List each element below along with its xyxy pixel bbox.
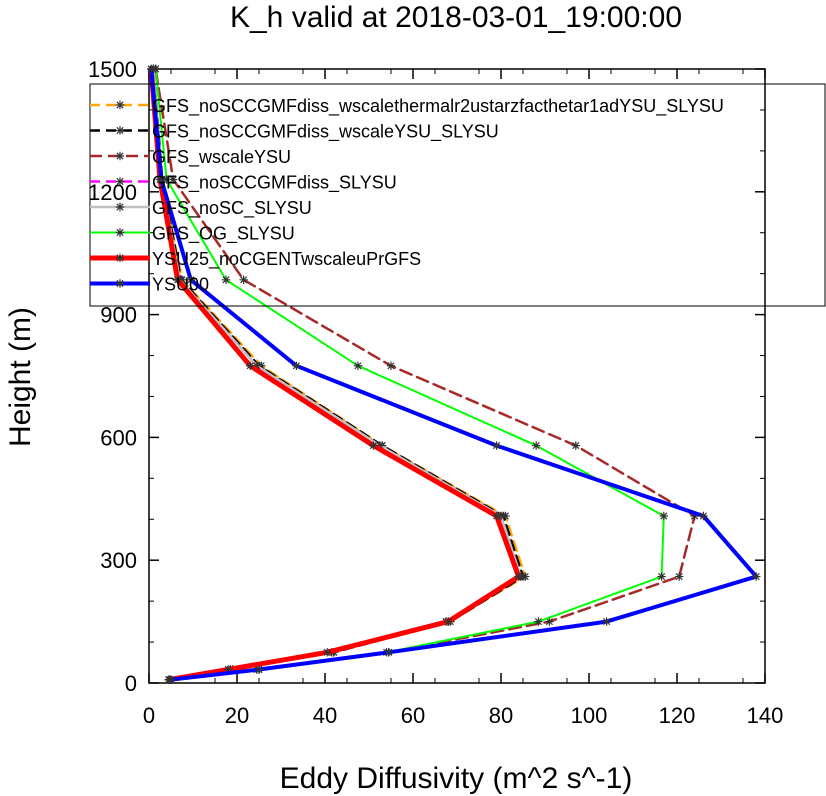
data-point — [169, 175, 178, 184]
data-point — [166, 675, 176, 684]
data-point — [532, 441, 541, 450]
data-point — [173, 275, 182, 285]
legend-label: YSU25_noCGENTwscaleuPrGFS — [152, 249, 421, 270]
data-point — [375, 441, 385, 450]
data-point — [147, 64, 156, 74]
legend-label: GFS_noSC_SLYSU — [152, 198, 312, 219]
data-point — [252, 361, 261, 370]
data-point — [384, 648, 393, 657]
y-tick-label: 300 — [100, 548, 137, 573]
chart-title: K_h valid at 2018-03-01_19:00:00 — [230, 1, 682, 34]
x-tick-label: 140 — [747, 703, 784, 728]
legend-marker — [115, 279, 125, 288]
legend-label: GFS_noSCCGMFdiss_wscalethermalr2ustarzfa… — [152, 96, 724, 117]
data-point — [254, 665, 264, 674]
data-point — [492, 511, 501, 521]
legend-marker — [115, 228, 125, 237]
data-point — [444, 617, 453, 626]
data-point — [492, 441, 501, 450]
legend-box — [89, 83, 826, 307]
data-point — [323, 648, 332, 657]
data-point — [659, 511, 668, 521]
data-point — [602, 617, 611, 626]
legend-label: YSU00 — [152, 275, 209, 295]
x-axis-label: Eddy Diffusivity (m^2 s^-1) — [280, 762, 633, 795]
x-tick-label: 80 — [489, 703, 513, 728]
data-point — [162, 175, 171, 184]
legend-marker — [115, 177, 125, 186]
y-tick-label: 600 — [100, 425, 137, 450]
legend-marker — [115, 126, 125, 135]
x-tick-label: 100 — [571, 703, 608, 728]
series-layer — [147, 64, 761, 684]
legend-label: GFS_wscaleYSU — [152, 147, 291, 168]
y-tick-label: 1500 — [88, 57, 137, 82]
data-point — [675, 572, 684, 581]
tick-labels: 0 20 40 60 80 100 120 140 0 300 600 900 1200 1500 — [88, 57, 783, 728]
x-tick-label: 40 — [313, 703, 337, 728]
x-tick-label: 20 — [225, 703, 249, 728]
plot-frame — [148, 68, 766, 684]
data-point — [292, 361, 301, 370]
data-point — [369, 441, 378, 450]
series-7 — [147, 64, 761, 684]
legend-label: GFS_noSCCGMFdiss_wscaleYSU_SLYSU — [152, 122, 499, 143]
data-point — [514, 572, 523, 581]
data-point — [545, 617, 554, 626]
legend-marker — [115, 253, 125, 263]
y-axis-label: Height (m) — [4, 307, 37, 447]
data-point — [690, 511, 699, 521]
axes-frame — [148, 68, 766, 684]
legend-label: GFS_noSCCGMFdiss_SLYSU — [152, 173, 397, 194]
data-point — [157, 175, 166, 184]
y-tick-label: 0 — [125, 671, 137, 696]
data-point — [571, 441, 580, 450]
y-tick-label: 900 — [100, 303, 137, 328]
data-point — [239, 275, 248, 285]
data-point — [496, 511, 506, 521]
y-tick-label: 1200 — [88, 180, 137, 205]
data-point — [186, 275, 195, 285]
legend: GFS_noSCCGMFdiss_wscalethermalr2ustarzfa… — [89, 83, 826, 307]
data-point — [151, 64, 160, 74]
data-point — [246, 361, 255, 370]
legend-marker — [115, 151, 125, 161]
data-point — [386, 361, 396, 370]
data-point — [699, 511, 708, 521]
legend-label: GFS_OG_SLYSU — [152, 224, 295, 245]
legend-marker — [115, 100, 125, 110]
data-point — [224, 665, 233, 674]
data-point — [657, 572, 666, 581]
data-point — [534, 617, 543, 626]
x-tick-label: 120 — [659, 703, 696, 728]
x-tick-label: 0 — [143, 703, 155, 728]
x-tick-label: 60 — [401, 703, 425, 728]
data-point — [752, 572, 761, 581]
legend-marker — [115, 202, 125, 212]
data-point — [353, 361, 363, 370]
data-point — [221, 275, 231, 285]
